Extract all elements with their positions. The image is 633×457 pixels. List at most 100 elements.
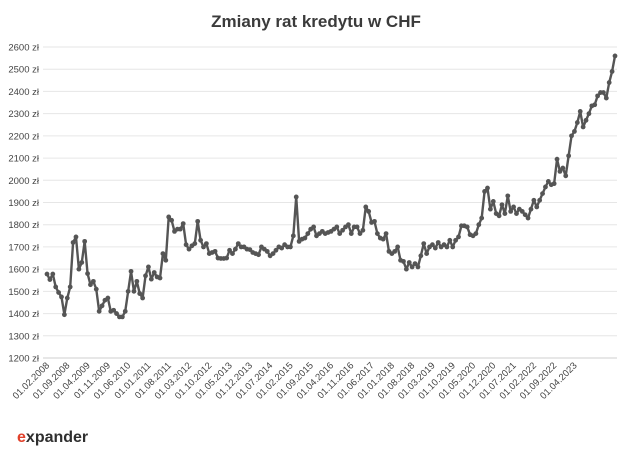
data-point [406, 260, 412, 265]
data-point [96, 308, 102, 314]
y-tick-label: 2100 zł [8, 154, 40, 165]
data-point [360, 227, 366, 233]
data-point [514, 211, 519, 217]
data-point [232, 246, 238, 252]
data-point [85, 271, 90, 276]
data-point [99, 303, 105, 309]
data-point [540, 191, 545, 197]
data-point [273, 247, 279, 253]
data-point [586, 111, 592, 117]
data-point [180, 221, 186, 227]
data-point [177, 226, 183, 232]
data-point [93, 286, 99, 292]
data-point [122, 308, 128, 314]
data-point [334, 224, 340, 230]
logo-rest: pander [35, 429, 88, 446]
data-point [53, 284, 59, 290]
data-point [432, 245, 438, 251]
data-point [456, 234, 461, 240]
data-point [61, 312, 67, 318]
data-point [528, 206, 534, 212]
data-point [580, 124, 586, 130]
data-point [380, 236, 386, 242]
y-tick-label: 1200 zł [8, 354, 40, 365]
data-point [151, 270, 157, 275]
data-point [482, 188, 487, 194]
data-point [348, 231, 354, 237]
data-point [453, 237, 459, 243]
data-point [305, 231, 311, 237]
data-point [160, 251, 166, 256]
chart-title: Zmiany rat kredytu w CHF [211, 12, 421, 31]
data-point [337, 231, 343, 237]
data-point [192, 241, 198, 247]
data-point [447, 237, 453, 243]
data-point [392, 248, 398, 254]
data-point [572, 129, 577, 134]
data-point [143, 273, 148, 279]
y-tick-label: 2300 zł [8, 109, 40, 120]
data-point [227, 247, 232, 253]
y-tick-label: 1700 zł [8, 242, 40, 253]
data-point [606, 80, 612, 85]
logo-letter-e: e [17, 429, 26, 446]
data-point [511, 204, 516, 210]
y-tick-label: 2500 zł [8, 65, 40, 76]
data-point [270, 251, 276, 256]
data-point [519, 208, 525, 214]
data-point [79, 260, 85, 265]
y-tick-label: 1600 zł [8, 265, 40, 276]
data-point [601, 90, 606, 95]
data-point [119, 314, 125, 320]
expander-logo: expander [17, 429, 88, 446]
x-axis: 01.02.200801.09.200801.04.200901.11.2009… [11, 360, 580, 401]
data-point [256, 252, 261, 258]
data-point [490, 198, 496, 204]
data-point [430, 242, 435, 248]
data-point [279, 245, 285, 251]
data-point [195, 218, 201, 224]
data-point [169, 217, 175, 223]
y-tick-label: 1900 zł [8, 198, 40, 209]
data-point [186, 246, 192, 252]
data-point [366, 208, 372, 214]
data-point [88, 282, 93, 288]
data-point [50, 271, 56, 277]
data-point [201, 244, 206, 250]
data-point [183, 242, 189, 248]
data-point [424, 251, 430, 256]
data-point [464, 224, 470, 230]
data-point [203, 241, 209, 247]
data-point [134, 278, 140, 284]
y-tick-label: 2200 zł [8, 131, 40, 142]
data-point [146, 264, 151, 270]
data-point [531, 197, 537, 203]
data-point [157, 275, 163, 281]
data-point [302, 235, 308, 241]
data-point [140, 295, 146, 301]
data-point [537, 197, 543, 203]
data-point [363, 204, 369, 210]
data-point [70, 240, 76, 245]
data-point [311, 224, 317, 230]
data-point [545, 179, 551, 184]
data-point [345, 222, 351, 228]
data-point [111, 307, 117, 313]
data-point [502, 211, 508, 217]
series-chf-installment [44, 53, 618, 320]
data-point [496, 213, 502, 219]
data-point [476, 222, 482, 228]
data-point [290, 233, 296, 239]
data-point [569, 133, 574, 139]
data-point [264, 248, 270, 254]
logo-text: expander [17, 429, 88, 446]
data-point [566, 153, 572, 159]
data-point [44, 271, 50, 277]
data-point [403, 266, 409, 272]
data-point [125, 288, 131, 294]
data-point [131, 288, 137, 294]
data-point [76, 266, 82, 272]
data-point [551, 181, 557, 187]
data-point [401, 258, 406, 264]
data-point [485, 185, 490, 191]
